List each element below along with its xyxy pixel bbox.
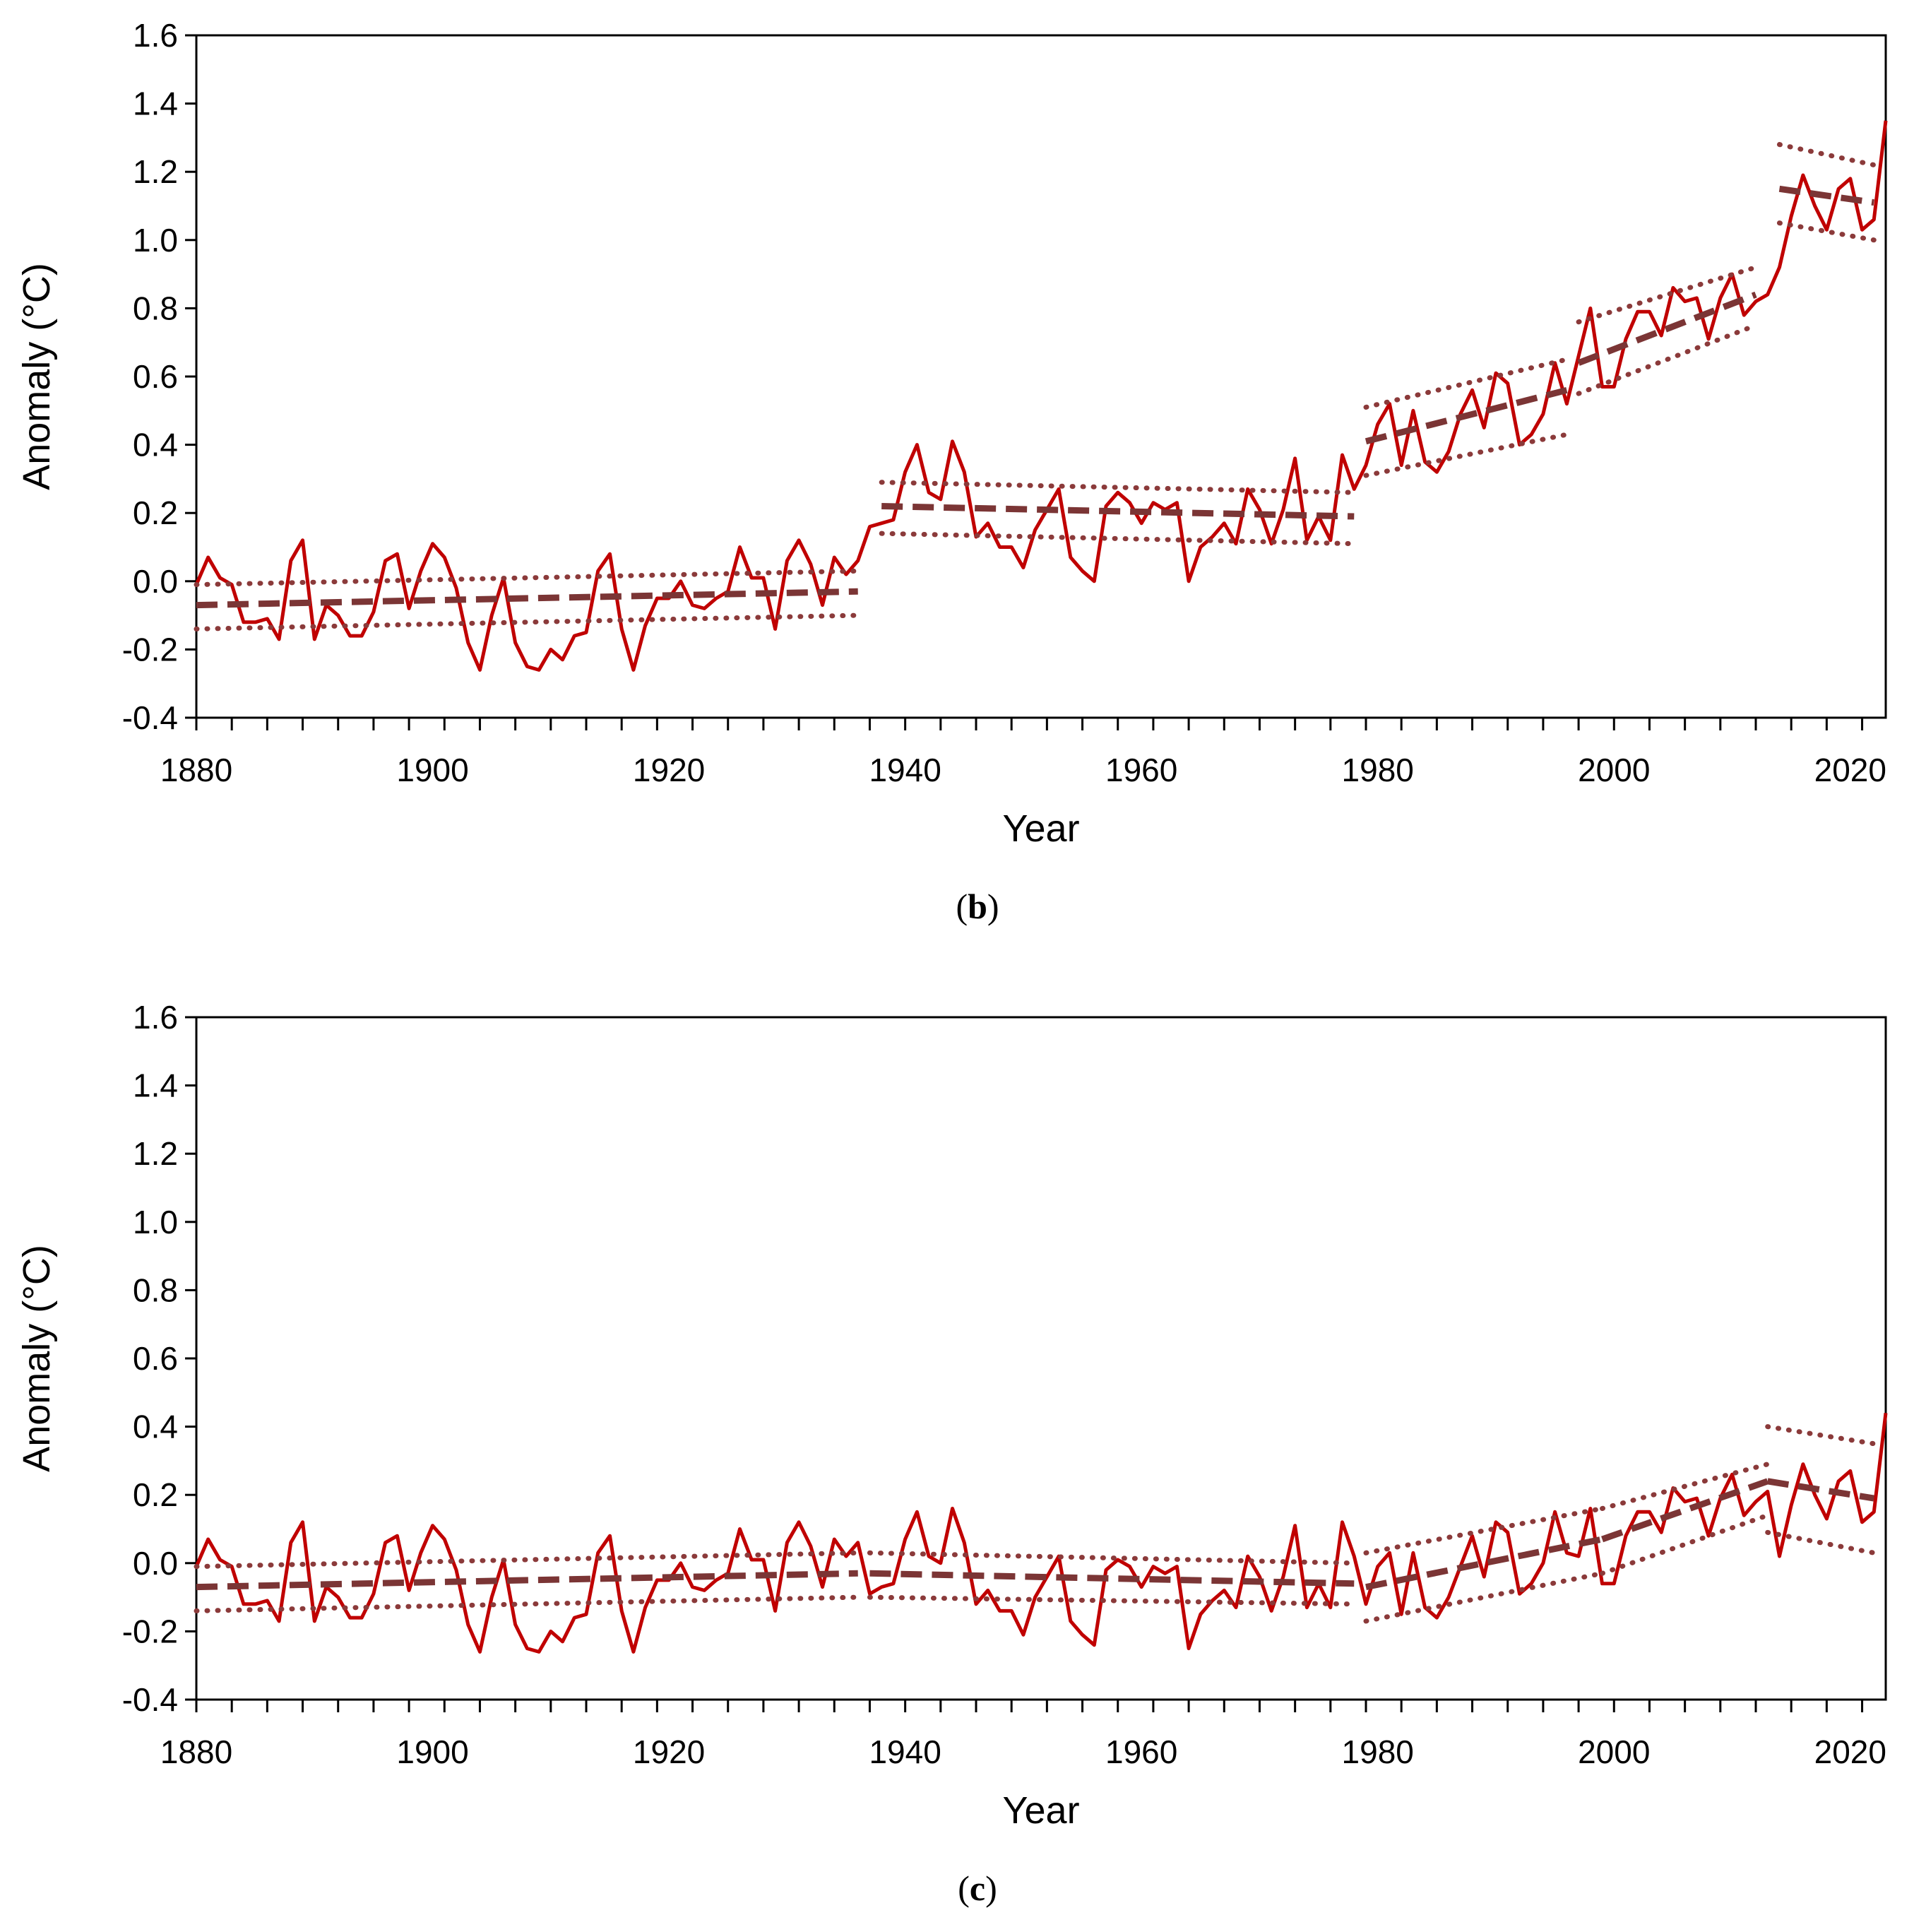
segment-2-trend-line [881,503,1355,520]
x-tick-label: 1920 [633,752,705,788]
segment-4-trend-line [1577,291,1757,366]
x-axis-title: Year [1002,807,1079,850]
segment-5-upper-bound [1776,142,1877,168]
x-tick-label: 2000 [1578,752,1650,788]
y-tick-label: -0.2 [122,631,178,668]
caption-letter: b [968,887,987,926]
y-tick-label: 0.8 [133,1272,178,1308]
y-tick-label: 0.2 [133,494,178,531]
segment-3-upper-bound [1363,1506,1605,1555]
caption-open: ( [956,887,968,926]
segment-2-upper-bound [867,1550,1357,1566]
panel-caption: (c) [958,1868,997,1908]
y-tick-label: 1.4 [133,85,178,122]
y-tick-label: 0.6 [133,1340,178,1377]
segment-5-trend-line [1767,1478,1874,1502]
y-tick-label: -0.4 [122,1681,178,1718]
y-tick-label: 1.2 [133,153,178,190]
segment-5-upper-bound [1765,1424,1877,1447]
segment-1-upper-bound [194,1550,861,1570]
segment-2-lower-bound [867,1594,1357,1607]
x-tick-label: 2000 [1578,1734,1650,1770]
x-tick-label: 2020 [1814,752,1886,788]
segment-1-upper-bound [194,568,861,588]
caption-letter: c [970,1868,985,1908]
x-tick-label: 1980 [1342,752,1414,788]
segment-2-lower-bound [879,531,1357,547]
x-tick-label: 1880 [160,1734,232,1770]
y-tick-label: 1.6 [133,999,178,1036]
y-tick-label: 0.4 [133,427,178,463]
segment-4-lower-bound [1576,323,1759,396]
y-tick-label: 0.6 [133,358,178,395]
y-tick-label: 0.0 [133,1545,178,1582]
panel-c: -0.4 -0.2 0.0 0.2 0.4 0.6 0.8 1.0 1.2 1.4 1.6 1880 1… [16,999,1888,1908]
y-tick-label: 1.0 [133,222,178,259]
segment-2-trend-line [869,1570,1355,1587]
x-tick-label: 1940 [869,752,941,788]
x-tick-label: 1920 [633,1734,705,1770]
x-tick-label: 1960 [1105,1734,1177,1770]
segment-1-lower-bound [194,1594,861,1613]
segment-3-trend-line [1365,386,1568,445]
x-tick-label: 1980 [1342,1734,1414,1770]
segment-4-upper-bound [1600,1462,1771,1512]
x-tick-label: 1880 [160,752,232,788]
caption-close: ) [987,887,999,926]
segment-3-upper-bound [1363,357,1569,410]
anomaly-series-line [194,1413,1888,1654]
segment-4-lower-bound [1600,1512,1771,1576]
segment-2-upper-bound [879,480,1357,495]
y-tick-label: -0.4 [122,699,178,736]
y-tick-label: 1.6 [133,17,178,54]
segment-3-trend-line [1365,1536,1603,1591]
y-axis-title: Anomaly (°C) [16,263,58,490]
y-tick-label: 0.8 [133,290,178,326]
segment-3-lower-bound [1363,432,1569,478]
segment-1-trend-line [196,1570,858,1591]
caption-open: ( [958,1868,970,1908]
segment-1-lower-bound [194,612,861,632]
segment-5-trend-line [1778,185,1874,206]
plot-frame [195,34,1887,719]
x-axis-title: Year [1002,1789,1079,1832]
segment-3-lower-bound [1363,1570,1605,1624]
y-tick-label: 1.4 [133,1067,178,1104]
x-tick-label: 1900 [396,752,468,788]
anomaly-series-line [194,120,1888,672]
segment-5-lower-bound [1765,1529,1877,1555]
y-tick-label: -0.2 [122,1613,178,1649]
caption-close: ) [985,1868,997,1908]
y-tick-label: 0.4 [133,1409,178,1445]
y-tick-label: 1.2 [133,1135,178,1172]
y-axis-title: Anomaly (°C) [16,1245,58,1472]
panel-b: -0.4 -0.2 0.0 0.2 0.4 0.6 0.8 1.0 1.2 1.4 1.6 1880 1… [16,17,1888,926]
x-tick-label: 1900 [396,1734,468,1770]
panel-caption: (b) [956,887,999,926]
plot-frame [195,1016,1887,1701]
y-tick-label: 0.2 [133,1476,178,1513]
segment-4-upper-bound [1576,264,1759,325]
x-tick-label: 1940 [869,1734,941,1770]
x-tick-label: 2020 [1814,1734,1886,1770]
y-tick-label: 0.0 [133,563,178,600]
x-tick-label: 1960 [1105,752,1177,788]
y-tick-label: 1.0 [133,1204,178,1240]
segment-1-trend-line [196,588,858,609]
